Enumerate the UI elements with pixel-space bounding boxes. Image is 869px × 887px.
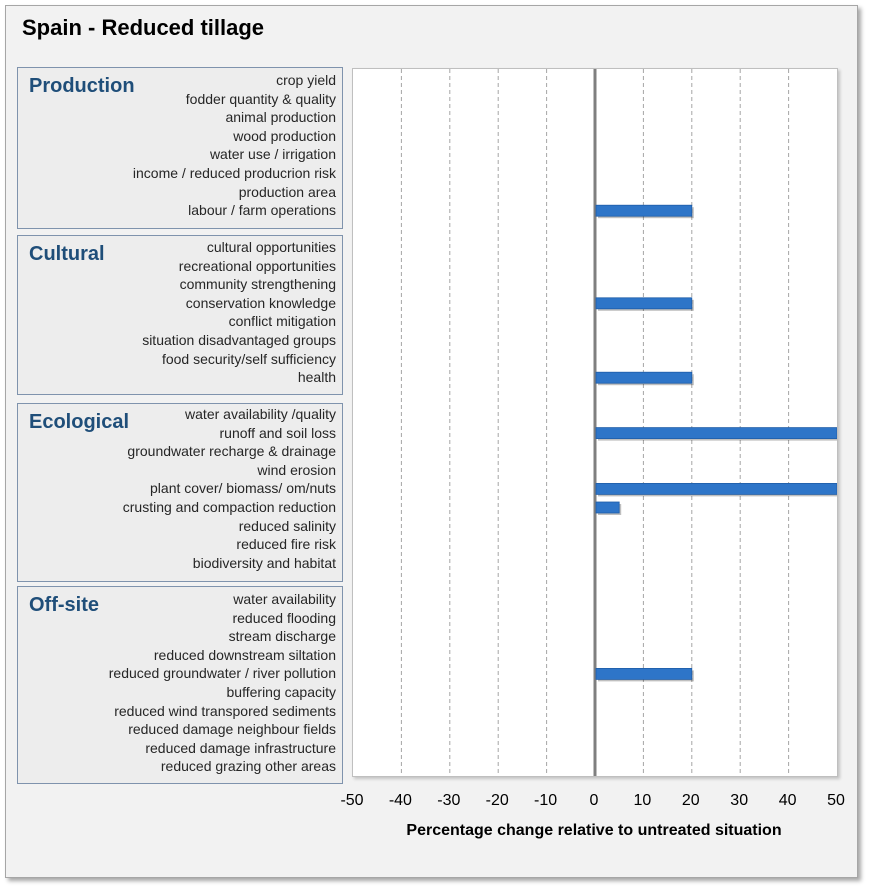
x-tick-label: -10 [534,792,558,809]
group-label: Ecological [29,411,130,433]
category-label: animal production [225,109,336,126]
category-label: reduced fire risk [236,536,336,553]
x-tick-label: 30 [730,792,749,809]
bars-svg [400,69,837,776]
x-axis-label: Percentage change relative to untreated … [406,822,782,839]
category-label: reduced wind transpored sediments [114,702,336,719]
bar [595,427,837,440]
x-tick-label: -20 [485,792,509,809]
category-label: wind erosion [257,461,336,478]
panel-off-site: Off-site water availability reduced floodi… [17,586,343,784]
x-tick-label: -40 [388,792,412,809]
category-label: water availability /quality [185,406,336,422]
plot-area [352,68,838,777]
category-label: buffering capacity [226,684,336,700]
bar [595,482,837,495]
x-tick-label: 20 [681,792,700,809]
bar [595,668,693,680]
category-label: community strengthening [179,276,336,293]
category-label: crop yield [276,72,336,88]
bar [595,297,693,310]
category-label: water availability [233,591,336,607]
category-label: reduced damage infrastructure [145,739,336,756]
x-tick-label: 10 [633,792,652,809]
x-tick-label: -50 [340,792,364,809]
bar [595,501,620,514]
group-label: Cultural [29,243,105,265]
category-label: plant cover/ biomass/ om/nuts [150,480,336,497]
category-label: wood production [233,127,336,144]
x-tick-label: 0 [589,792,599,809]
panel-ecological: Ecological water availability /quality run… [17,403,343,582]
group-label: Off-site [29,594,99,616]
category-label: conservation knowledge [185,294,336,311]
category-label: runoff and soil loss [219,424,336,441]
bar [595,204,693,217]
category-label: reduced groundwater / river pollution [108,665,336,682]
bar [595,371,693,384]
category-label: health [297,369,336,386]
category-label: biodiversity and habitat [192,554,336,571]
panel-cultural: Cultural cultural opportunities recreation… [17,235,343,395]
category-label: cultural opportunities [206,239,336,255]
category-label: production area [238,183,336,200]
x-tick-label: -30 [437,792,461,809]
category-label: reduced damage neighbour fields [128,721,336,738]
category-label: water use / irrigation [209,146,336,163]
category-label: crusting and compaction reduction [122,499,336,515]
category-label: reduced grazing other areas [160,758,336,775]
panel-production: Production crop yield fodder quantity & qu… [17,67,343,229]
category-label: conflict mitigation [228,313,336,330]
category-label: food security/self sufficiency [161,350,336,367]
category-label: income / reduced producrion risk [132,165,336,181]
category-label: reduced downstream siltation [153,646,336,663]
group-label: Production [29,75,135,97]
category-label: labour / farm operations [188,202,336,219]
category-label: stream discharge [228,628,336,645]
category-label: recreational opportunities [178,257,336,274]
category-label: situation disadvantaged groups [142,332,336,348]
chart-title: Spain - Reduced tillage [22,15,265,40]
x-tick-label: 40 [778,792,797,809]
category-label: reduced flooding [232,609,336,626]
x-tick-label: 50 [827,792,845,809]
category-label: groundwater recharge & drainage [127,443,336,460]
category-label: reduced salinity [238,517,336,534]
category-label: fodder quantity & quality [185,90,336,107]
